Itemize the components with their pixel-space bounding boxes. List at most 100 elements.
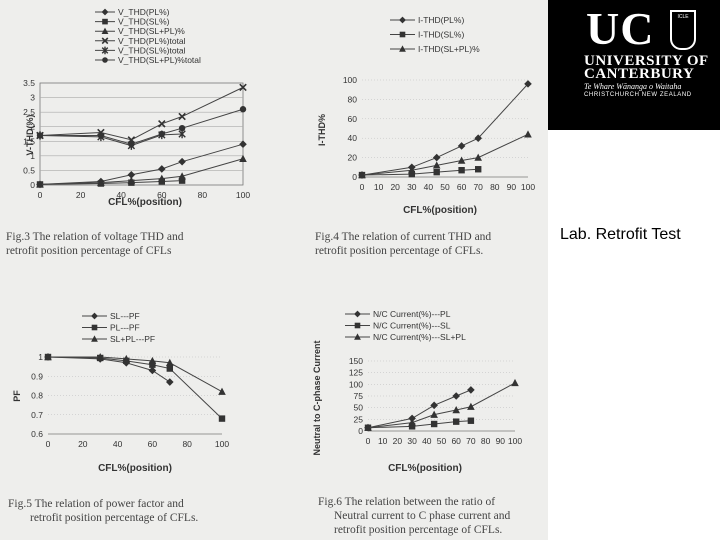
chart4-x-tick-label: 30 bbox=[407, 436, 417, 446]
chart3-data-point bbox=[166, 365, 173, 372]
chart1-x-tick-label: 80 bbox=[198, 190, 208, 200]
chart4-legend-label: N/C Current(%)---SL+PL bbox=[373, 332, 466, 342]
chart1-legend-marker bbox=[102, 57, 108, 63]
chart1-legend-marker bbox=[101, 8, 109, 16]
chart1-data-point bbox=[127, 171, 136, 179]
chart4-y-tick-label: 0 bbox=[358, 426, 363, 436]
chart4-x-tick-label: 50 bbox=[437, 436, 447, 446]
chart4-data-point bbox=[467, 386, 475, 394]
chart1-y-axis-label: V-THD(%) bbox=[25, 115, 35, 156]
chart2-y-tick-label: 60 bbox=[348, 114, 358, 124]
chart3-legend-marker bbox=[91, 324, 98, 331]
logo-line-university: UNIVERSITY OF bbox=[584, 53, 709, 69]
chart3-y-tick-label: 0.9 bbox=[31, 371, 43, 381]
chart1-y-tick-label: 2 bbox=[30, 122, 35, 132]
chart1-series-line bbox=[39, 158, 244, 185]
chart4-data-point bbox=[430, 410, 438, 418]
logo-line-canterbury: CANTERBURY bbox=[584, 66, 695, 82]
chart3-y-tick-label: 0.6 bbox=[31, 429, 43, 439]
chart3-series-line bbox=[48, 356, 223, 393]
chart3-y-tick-label: 1 bbox=[38, 352, 43, 362]
chart3-x-tick-label: 0 bbox=[46, 439, 51, 449]
chart4-x-tick-label: 10 bbox=[378, 436, 388, 446]
caption-fig3-line2: retrofit position percentage of CFLs bbox=[6, 245, 172, 257]
chart1-data-point bbox=[239, 83, 247, 92]
caption-fig6-line3: retrofit position percentage of CFLs. bbox=[334, 524, 503, 536]
chart4-data-point bbox=[364, 423, 372, 431]
chart2-x-axis-label: CFL%(position) bbox=[403, 205, 477, 216]
chart1-data-point bbox=[158, 174, 166, 182]
chart3-data-point bbox=[148, 356, 157, 365]
chart4-data-point bbox=[430, 401, 438, 410]
logo-line-maori: Te Whare Wānanga o Waitaha bbox=[584, 82, 682, 91]
chart1-legend-label: V_THD(SL%)total bbox=[118, 45, 186, 55]
chart2-data-point bbox=[432, 153, 441, 162]
chart3-data-point bbox=[218, 387, 226, 395]
chart2-series-line bbox=[361, 133, 529, 176]
chart2-data-point bbox=[474, 134, 482, 142]
chart1-x-tick-label: 40 bbox=[116, 190, 126, 200]
chart3-x-tick-label: 40 bbox=[113, 439, 123, 449]
chart2-series-line bbox=[361, 83, 529, 176]
chart2-legend-label: I-THD(PL%) bbox=[418, 15, 464, 25]
chart1-data-point bbox=[239, 140, 247, 148]
chart4-data-point bbox=[408, 414, 416, 423]
chart4-y-tick-label: 150 bbox=[349, 356, 363, 366]
chart3-data-point bbox=[149, 361, 156, 368]
chart4-x-tick-label: 80 bbox=[481, 436, 491, 446]
chart4-data-point bbox=[452, 406, 460, 414]
chart4-x-tick-label: 70 bbox=[466, 436, 476, 446]
chart1-data-point bbox=[178, 172, 186, 180]
chart4-legend-marker bbox=[354, 333, 361, 340]
chart1-data-point bbox=[239, 154, 247, 162]
chart2-legend-marker bbox=[399, 31, 406, 38]
chart4-legend-label: N/C Current(%)---SL bbox=[373, 321, 451, 331]
chart2-data-point bbox=[458, 167, 465, 174]
chart2-x-tick-label: 20 bbox=[390, 182, 400, 192]
chart2-data-point bbox=[457, 142, 466, 150]
chart2-data-point bbox=[408, 166, 416, 174]
chart4-data-point bbox=[408, 418, 416, 426]
chart1-legend-marker bbox=[101, 46, 109, 55]
chart3-y-tick-label: 0.8 bbox=[31, 391, 43, 401]
chart2-legend-label: I-THD(SL%) bbox=[418, 30, 464, 40]
chart4-data-point bbox=[452, 392, 460, 400]
chart2-data-point bbox=[524, 130, 532, 138]
chart1-y-tick-label: 1.5 bbox=[23, 136, 35, 146]
chart4-legend-label: N/C Current(%)---PL bbox=[373, 309, 451, 319]
chart1-legend-label: V_THD(PL%) bbox=[118, 7, 170, 17]
chart2-legend-marker bbox=[399, 45, 406, 52]
chart3-legend-label: PL---PF bbox=[110, 323, 140, 333]
chart2-x-tick-label: 60 bbox=[457, 182, 467, 192]
chart2-y-tick-label: 20 bbox=[348, 153, 358, 163]
chart4-legend-marker bbox=[354, 310, 361, 318]
chart1-data-point bbox=[158, 130, 165, 138]
chart3-data-point bbox=[122, 354, 131, 363]
chart4-x-tick-label: 0 bbox=[366, 436, 371, 446]
chart4-x-tick-label: 90 bbox=[496, 436, 506, 446]
chart4-x-tick-label: 20 bbox=[393, 436, 403, 446]
chart4-x-tick-label: 60 bbox=[451, 436, 461, 446]
caption-fig5-line2: retrofit position percentage of CFLs. bbox=[30, 512, 199, 524]
chart1-x-tick-label: 0 bbox=[38, 190, 43, 200]
chart1-series-line bbox=[39, 143, 244, 185]
chart3-x-tick-label: 80 bbox=[182, 439, 192, 449]
chart1-y-tick-label: 0.5 bbox=[23, 165, 35, 175]
chart1-data-point bbox=[97, 178, 105, 186]
chart1-legend-marker bbox=[102, 18, 108, 25]
university-logo: UC ICLE UNIVERSITY OF CANTERBURY Te Whar… bbox=[548, 0, 720, 130]
chart4-series-line bbox=[367, 382, 516, 429]
slide-label: Lab. Retrofit Test bbox=[560, 226, 681, 243]
caption-fig6-line2: Neutral current to C phase current and bbox=[334, 510, 511, 522]
crest-text: ICLE bbox=[677, 14, 689, 20]
chart2-x-tick-label: 90 bbox=[507, 182, 517, 192]
chart3-data-point bbox=[166, 378, 174, 386]
chart3-legend-marker bbox=[91, 335, 98, 342]
chart4-y-tick-label: 75 bbox=[354, 391, 364, 401]
chart1-data-point bbox=[36, 180, 44, 188]
chart1-y-tick-label: 2.5 bbox=[23, 107, 35, 117]
caption-fig4-line1: Fig.4 The relation of current THD and bbox=[315, 231, 492, 243]
charts-canvas: 00.511.522.533.50 20 40 60 80 100V-THD(%)CFL%… bbox=[12, 7, 535, 474]
chart3-series-line bbox=[47, 356, 223, 419]
chart4-data-point bbox=[408, 423, 416, 430]
